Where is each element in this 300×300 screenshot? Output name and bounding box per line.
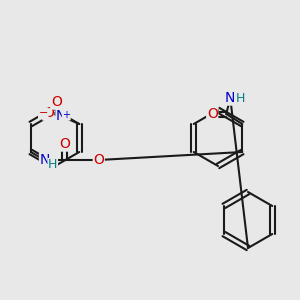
Text: O: O	[51, 95, 62, 109]
Text: O: O	[59, 137, 70, 151]
Text: N: N	[225, 91, 236, 105]
Text: O: O	[207, 107, 218, 121]
Text: O: O	[43, 106, 54, 120]
Text: N: N	[56, 109, 66, 123]
Text: O: O	[93, 153, 104, 167]
Text: N: N	[40, 153, 50, 167]
Text: H: H	[48, 158, 57, 172]
Text: +: +	[62, 110, 70, 120]
Text: H: H	[236, 92, 245, 104]
Text: −: −	[39, 108, 48, 118]
